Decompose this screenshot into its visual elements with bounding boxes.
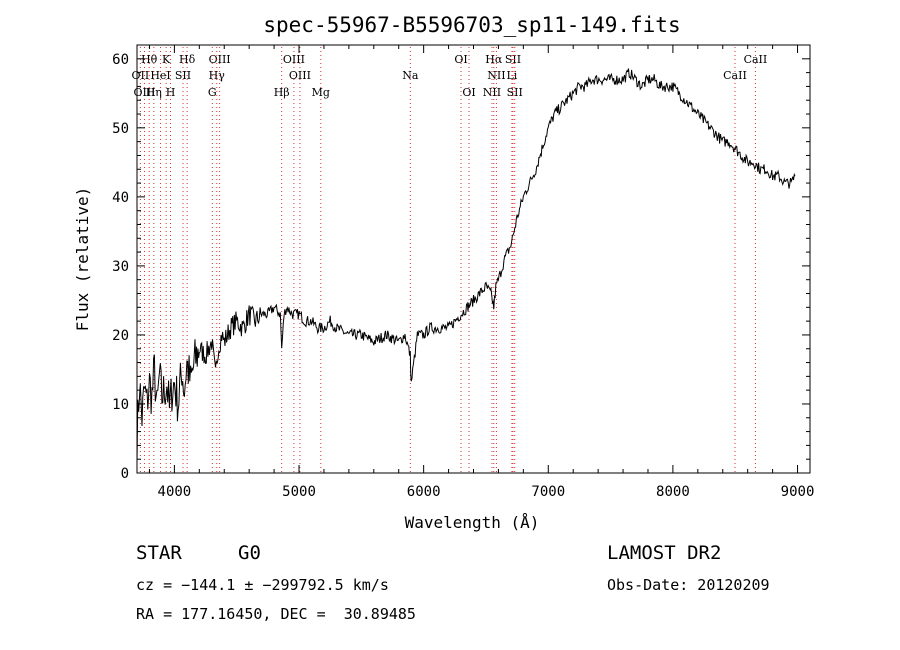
x-tick-label: 6000 — [407, 484, 441, 500]
y-tick-label: 50 — [112, 121, 129, 137]
spectral-line-label: CaII — [723, 69, 747, 82]
spectral-line-label: Hθ — [141, 53, 158, 66]
y-tick-label: 0 — [121, 466, 129, 482]
spectral-line-label: SII — [175, 69, 191, 82]
x-tick-label: 7000 — [531, 484, 565, 500]
spectral-line-label: HeI — [150, 69, 170, 82]
spectral-line-label: NII — [483, 86, 501, 99]
spectral-line-label: G — [208, 86, 217, 99]
spectral-line-label: Hα — [485, 53, 503, 66]
x-tick-label: 8000 — [656, 484, 690, 500]
spectral-line-label: Hη — [146, 86, 162, 99]
x-tick-label: 4000 — [158, 484, 192, 500]
y-tick-label: 30 — [112, 259, 129, 275]
spectral-line-label: Hγ — [209, 69, 226, 82]
spectral-line-label: OIII — [283, 53, 305, 66]
chart-title: spec-55967-B5596703_sp11-149.fits — [263, 13, 680, 37]
y-axis-ticks: 0 10 20 30 40 50 60 — [112, 52, 810, 482]
y-tick-label: 20 — [112, 328, 129, 344]
y-axis-label: Flux (relative) — [73, 187, 92, 332]
spectral-line-label: OIII — [133, 86, 155, 99]
star-class-label: STAR — [136, 542, 182, 564]
spectral-line-label: SII — [507, 86, 523, 99]
spectral-line-label: CaII — [744, 53, 768, 66]
spectral-lines-group: Hθ OII OIII K HeI Hη Hδ SII H OIII Hγ G OIII OIII Hβ Mg… — [132, 47, 768, 473]
plot-frame — [136, 44, 811, 474]
spectral-line-label: OIII — [209, 53, 231, 66]
y-tick-label: 60 — [112, 52, 129, 68]
redshift-text: cz = −144.1 ± −299792.5 km/s — [136, 576, 389, 594]
spectral-line-label: NII — [487, 69, 505, 82]
spectral-line-label: Mg — [312, 86, 330, 99]
y-tick-label: 40 — [112, 190, 129, 206]
x-tick-label: 5000 — [282, 484, 316, 500]
spectral-line-label: K — [162, 53, 171, 66]
x-axis-label: Wavelength (Å) — [405, 513, 540, 532]
spectral-line-label: Na — [402, 69, 419, 82]
spectral-line-label: OI — [454, 53, 467, 66]
spectral-line-label: Hδ — [179, 53, 196, 66]
spectral-line-label: OIII — [289, 69, 311, 82]
spectrum-chart: spec-55967-B5596703_sp11-149.fits Hθ OII O… — [73, 13, 815, 532]
flux-series-line — [136, 68, 796, 463]
spectral-line-label: OI — [462, 86, 475, 99]
x-axis-ticks: 4000 5000 6000 7000 8000 9000 — [148, 45, 815, 500]
spectral-line-label: OII — [132, 69, 150, 82]
spectral-line-label: H — [166, 86, 176, 99]
star-subclass-label: G0 — [238, 542, 261, 564]
coordinates-text: RA = 177.16450, DEC = 30.89485 — [136, 605, 416, 623]
spectral-line-label: SII — [505, 53, 521, 66]
survey-label: LAMOST DR2 — [607, 542, 722, 564]
spectral-line-label: Li — [506, 69, 517, 82]
spectral-line-label: Hβ — [274, 86, 290, 99]
obs-date-text: Obs-Date: 20120209 — [607, 576, 770, 594]
x-tick-label: 9000 — [781, 484, 815, 500]
y-tick-label: 10 — [112, 397, 129, 413]
